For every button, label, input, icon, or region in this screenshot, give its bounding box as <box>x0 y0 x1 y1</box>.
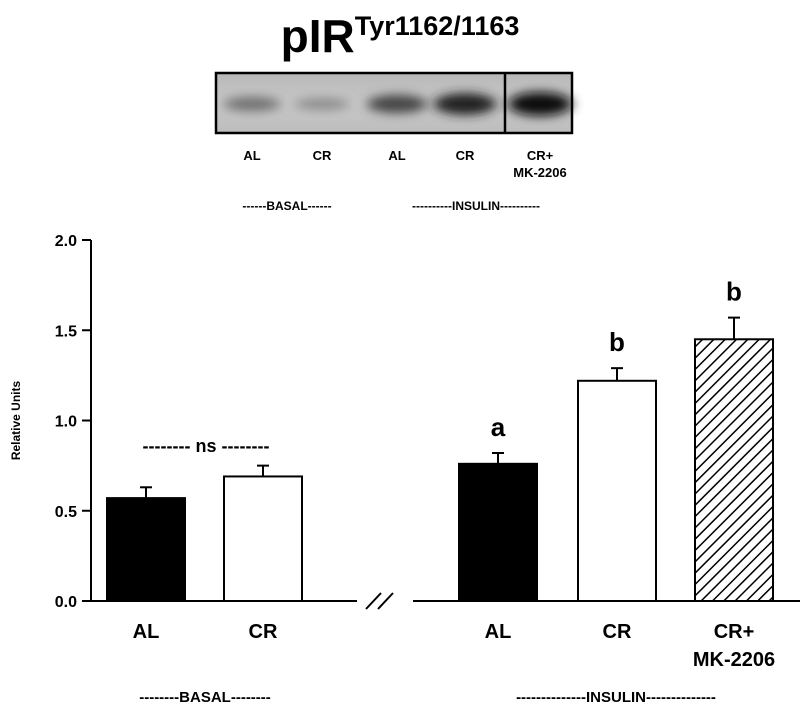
significance-letter: b <box>726 277 742 307</box>
blot-lane-labels: AL CR AL CR CR+ MK-2206 ------BASAL------ -----… <box>242 148 566 213</box>
bar <box>106 497 186 602</box>
group-label-basal: --------BASAL-------- <box>139 689 271 706</box>
axis-break-mark <box>377 592 394 610</box>
bar <box>458 462 538 602</box>
significance-letter: a <box>491 412 506 442</box>
title-main: pIR <box>280 10 355 62</box>
x-tick-label: MK-2206 <box>693 649 775 671</box>
blot-band <box>508 92 572 116</box>
western-blot-panel: AL CR AL CR CR+ MK-2206 ------BASAL------ -----… <box>214 71 574 213</box>
x-tick-label: CR <box>603 621 632 643</box>
blot-band <box>223 96 281 112</box>
blot-bands <box>223 92 572 116</box>
x-tick-label: CR <box>249 621 278 643</box>
blot-lane-label: CR <box>456 148 475 163</box>
y-tick-label: 1.5 <box>55 323 77 340</box>
bar <box>577 379 657 603</box>
y-tick-label: 2.0 <box>55 233 77 250</box>
bar <box>223 475 303 602</box>
blot-band <box>433 93 497 115</box>
significance-letter: b <box>609 327 625 357</box>
blot-lane-label: AL <box>388 148 405 163</box>
blot-lane-label: CR <box>313 148 332 163</box>
y-tick-label: 0.0 <box>55 594 77 611</box>
x-tick-label: AL <box>485 621 512 643</box>
blot-lane-label: CR+ <box>527 148 554 163</box>
chart-title: pIRTyr1162/1163 <box>0 8 800 71</box>
y-axis-label: Relative Units <box>9 380 23 460</box>
blot-frame <box>214 71 574 135</box>
group-label-insulin: --------------INSULIN-------------- <box>516 689 716 706</box>
blot-band <box>294 97 350 111</box>
ns-label: -------- ns -------- <box>143 436 270 456</box>
blot-lane-label: AL <box>243 148 260 163</box>
blot-group-label: ------BASAL------ <box>242 199 331 213</box>
axis-break-mark <box>365 592 382 610</box>
x-tick-label: CR+ <box>714 621 755 643</box>
blot-lane-label-line2: MK-2206 <box>513 165 566 180</box>
blot-group-label: ----------INSULIN---------- <box>412 199 540 213</box>
x-tick-label: AL <box>133 621 160 643</box>
bar <box>694 338 774 602</box>
blot-band <box>366 94 428 114</box>
title-superscript: Tyr1162/1163 <box>354 11 520 41</box>
y-tick-label: 1.0 <box>55 414 77 431</box>
y-tick-label: 0.5 <box>55 504 77 521</box>
